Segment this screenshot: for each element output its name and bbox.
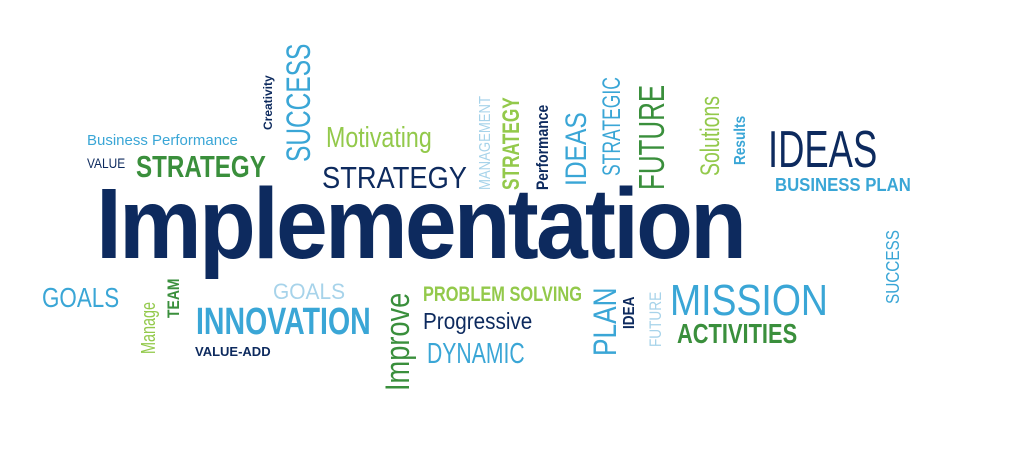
word-value-add: VALUE-ADD [195,344,271,359]
word-business-plan: BUSINESS PLAN [775,175,911,195]
word-strategy-navy: STRATEGY [322,160,468,195]
word-innovation: INNOVATION [196,301,371,343]
word-management: MANAGEMENT [477,95,494,190]
word-future-vertical: FUTURE [631,84,672,190]
word-future-small: FUTURE [646,291,665,347]
word-business-performance: Business Performance [87,132,238,149]
word-mission: MISSION [670,276,828,325]
word-plan: PLAN [587,287,623,356]
word-goals-left: GOALS [42,282,120,313]
word-improve: Improve [379,292,417,391]
word-team: TEAM [164,278,183,318]
word-creativity: Creativity [261,75,275,130]
word-strategic: STRATEGIC [598,77,626,176]
word-ideas-big: IDEAS [768,121,878,179]
word-implementation: Implementation [96,168,747,280]
word-progressive: Progressive [423,308,533,334]
word-value: VALUE [87,155,126,171]
word-performance: Performance [533,104,552,190]
word-results: Results [732,115,749,165]
word-manage: Manage [138,301,160,354]
word-dynamic: DYNAMIC [427,338,525,370]
word-strategy-vertical: STRATEGY [498,97,525,190]
word-success-right: SUCCESS [883,230,903,304]
word-goals-pale: GOALS [273,279,346,304]
word-motivating: Motivating [326,122,432,154]
word-problem-solving: PROBLEM SOLVING [423,283,582,306]
word-ideas-vertical: IDEAS [560,112,593,186]
word-solutions: Solutions [695,96,725,176]
word-idea: IDEA [621,296,638,329]
word-success-top: SUCCESS [280,43,318,162]
word-strategy-green: STRATEGY [136,149,266,184]
word-activities: ACTIVITIES [677,318,798,349]
